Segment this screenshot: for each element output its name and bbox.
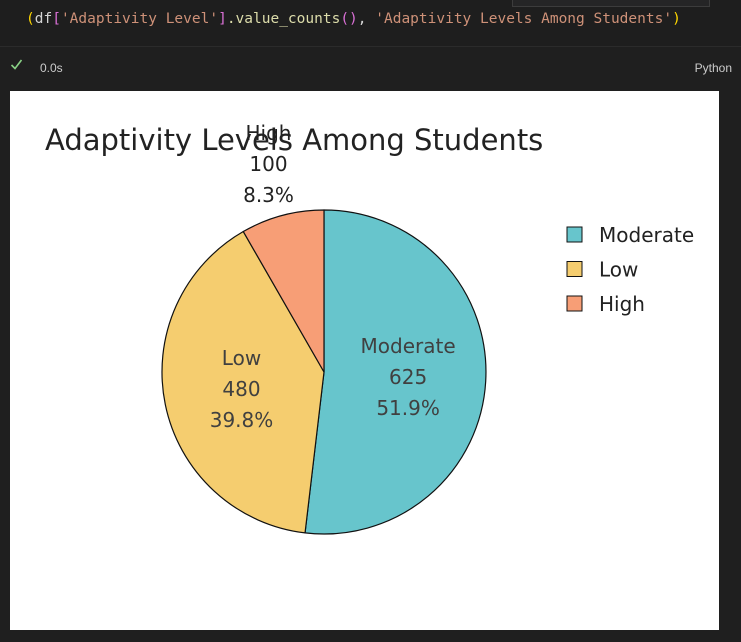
slice-label-name-moderate: Moderate xyxy=(361,334,456,358)
pie-labels: Moderate 625 51.9% Low 480 39.8% High 100 8.3% xyxy=(210,121,456,432)
execution-time: 0.0s xyxy=(40,61,63,75)
legend-label-low: Low xyxy=(599,258,638,282)
legend-swatch-low xyxy=(566,261,583,277)
code-paren-close: ) xyxy=(672,11,681,27)
pie-slices xyxy=(161,209,487,535)
code-call-parens: () xyxy=(340,11,358,27)
slice-label-percent-low: 39.8% xyxy=(210,408,274,432)
code-cell[interactable]: (df['Adaptivity Level'].value_counts(), … xyxy=(0,0,741,46)
slice-label-name-low: Low xyxy=(222,346,261,370)
legend-swatch-moderate xyxy=(566,226,583,243)
legend-label-high: High xyxy=(599,292,645,316)
chart-legend: Moderate Low High xyxy=(566,223,694,316)
code-line[interactable]: (df['Adaptivity Level'].value_counts(), … xyxy=(26,11,681,27)
cell-status-row: 0.0s Python xyxy=(0,52,741,82)
slice-label-value-low: 480 xyxy=(222,377,260,401)
slice-label-name-high: High xyxy=(246,121,292,145)
find-widget-edge xyxy=(512,0,710,7)
pie-slice-low xyxy=(161,230,325,534)
check-icon xyxy=(10,59,23,70)
cell-divider xyxy=(0,46,741,47)
cell-output: Adaptivity Levels Among Students Moderat… xyxy=(10,91,719,630)
code-comma: , xyxy=(357,11,376,27)
legend-swatch-high xyxy=(566,295,583,312)
pie-slice-moderate xyxy=(304,209,487,535)
code-bracket-open: [ xyxy=(52,11,61,27)
code-bracket-close: ] xyxy=(218,11,227,27)
slice-label-value-moderate: 625 xyxy=(389,365,427,389)
slice-label-percent-moderate: 51.9% xyxy=(376,396,440,420)
pie-chart: Adaptivity Levels Among Students Moderat… xyxy=(45,121,694,535)
code-title-string: 'Adaptivity Levels Among Students' xyxy=(375,11,673,27)
code-method: .value_counts xyxy=(226,11,341,27)
code-column-string: 'Adaptivity Level' xyxy=(60,11,219,27)
legend-label-moderate: Moderate xyxy=(599,223,694,247)
slice-label-percent-high: 8.3% xyxy=(243,183,294,207)
code-paren-open: ( xyxy=(26,11,35,27)
slice-label-value-high: 100 xyxy=(249,152,287,176)
kernel-language[interactable]: Python xyxy=(694,61,732,75)
code-var: df xyxy=(34,11,53,27)
pie-slice-high xyxy=(242,209,325,373)
chart-title: Adaptivity Levels Among Students xyxy=(45,123,543,157)
